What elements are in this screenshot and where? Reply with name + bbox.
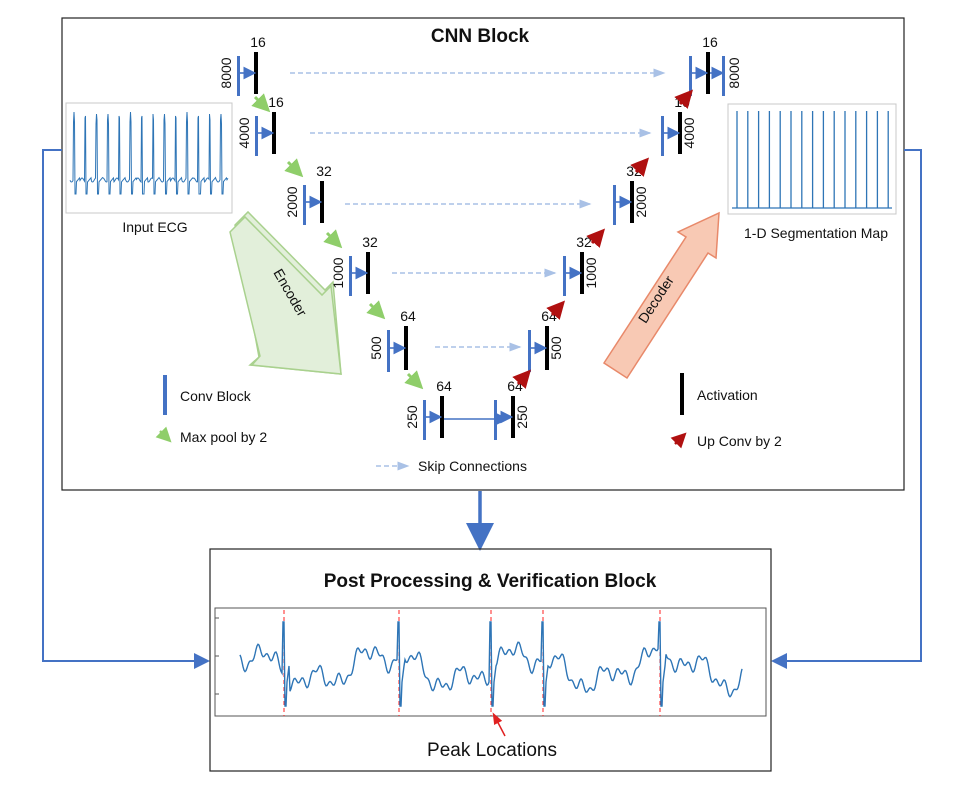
maxpool-arrow-3 (323, 229, 343, 249)
maxpool-arrow-2 (284, 158, 304, 178)
input-ecg-trace (69, 111, 229, 195)
encoder-activation-bar (366, 252, 370, 294)
decoder-layer-1: 16 8000 (689, 34, 742, 96)
encoder-arrow: Encoder (229, 210, 342, 375)
encoder-activation-bar (254, 52, 258, 94)
post-block-frame (209, 548, 772, 772)
decoder-length-label: 500 (548, 336, 564, 360)
encoder-layer-1: 16 8000 (218, 34, 266, 96)
cnn-block-frame (61, 17, 905, 491)
upconv-arrow-1 (512, 369, 532, 389)
encoder-conv-bar (387, 330, 390, 372)
legend: Conv Block Max pool by 2 Activation Up C… (155, 373, 782, 474)
encoder-length-label: 1000 (330, 257, 346, 288)
encoder-conv-bar (237, 56, 240, 96)
encoder-channels-label: 16 (268, 94, 284, 110)
encoder-conv-bar (255, 116, 258, 156)
decoder-layer-4: 32 1000 (563, 234, 599, 296)
upconv-arrow-4 (630, 157, 650, 177)
decoder-conv-bar (528, 330, 531, 372)
segmentation-spikes (732, 111, 892, 209)
decoder-activation-bar (706, 52, 710, 94)
input-to-post-arrow (42, 149, 210, 669)
upconv-arrow-5 (674, 89, 694, 109)
decoder-length-label: 8000 (726, 57, 742, 88)
decoder-channels-label: 16 (702, 34, 718, 50)
encoder-activation-bar (440, 396, 444, 438)
segmentation-map-label: 1-D Segmentation Map (744, 225, 888, 241)
encoder-layer-3: 32 2000 (284, 163, 332, 225)
encoder-conv-bar (349, 256, 352, 296)
legend-skip-label: Skip Connections (418, 458, 527, 474)
encoder-layer-2: 16 4000 (236, 94, 284, 156)
decoder-length-label: 2000 (633, 186, 649, 217)
encoder-activation-bar (404, 326, 408, 370)
input-ecg-label: Input ECG (122, 219, 187, 235)
encoder-channels-label: 32 (316, 163, 332, 179)
legend-upconv-icon (670, 432, 687, 449)
decoder-arrow: Decoder (602, 211, 720, 380)
decoder-length-label: 1000 (583, 257, 599, 288)
decoder-length-label: 250 (514, 405, 530, 429)
maxpool-arrow-5 (404, 370, 424, 390)
maxpool-arrow-1 (251, 93, 271, 113)
encoder-channels-label: 64 (400, 308, 416, 324)
decoder-conv-bar (613, 185, 616, 225)
encoder-length-label: 250 (404, 405, 420, 429)
connector-lines (42, 149, 922, 669)
encoder-activation-bar (272, 112, 276, 154)
legend-activation-swatch (680, 373, 684, 415)
decoder-output-conv-bar (722, 56, 725, 96)
segmap-to-post-arrow (771, 149, 922, 669)
upconv-arrow-3 (586, 228, 606, 248)
legend-conv-label: Conv Block (180, 388, 252, 404)
decoder-conv-bar (689, 56, 692, 96)
encoder-channels-label: 16 (250, 34, 266, 50)
peak-locations-label: Peak Locations (427, 740, 557, 761)
legend-maxpool-icon (155, 426, 172, 443)
legend-conv-swatch (163, 375, 167, 415)
decoder-conv-bar (563, 256, 566, 296)
decoder-conv-bar (494, 400, 497, 440)
legend-upconv-label: Up Conv by 2 (697, 433, 782, 449)
input-ecg-thumbnail (65, 102, 233, 214)
encoder-length-label: 4000 (236, 117, 252, 148)
encoder-length-label: 2000 (284, 186, 300, 217)
cnn-block-title: CNN Block (431, 26, 530, 47)
encoder-layer-4: 32 1000 (330, 234, 378, 296)
decoder-channels-label: 32 (576, 234, 592, 250)
decoder-layer-3: 32 2000 (613, 163, 649, 225)
segmentation-map-thumbnail (727, 103, 897, 215)
legend-maxpool-label: Max pool by 2 (180, 429, 267, 445)
encoder-length-label: 8000 (218, 57, 234, 88)
encoder-conv-bar (423, 400, 426, 440)
encoder-channels-label: 64 (436, 378, 452, 394)
unet-layers: 1680001640003220003210006450064250642506… (218, 34, 742, 440)
post-block-title: Post Processing & Verification Block (324, 571, 657, 592)
encoder-conv-bar (303, 185, 306, 225)
decoder-length-label: 4000 (681, 117, 697, 148)
encoder-channels-label: 32 (362, 234, 378, 250)
encoder-layer-6: 64 250 (404, 378, 452, 440)
encoder-layer-5: 64 500 (368, 308, 416, 372)
maxpool-arrow-4 (366, 300, 386, 320)
decoder-channels-label: 32 (626, 163, 642, 179)
decoder-conv-bar (661, 116, 664, 156)
post-ecg-plot (214, 607, 767, 717)
encoder-activation-bar (320, 181, 324, 223)
legend-activation-label: Activation (697, 387, 758, 403)
upconv-arrow-2 (546, 300, 566, 320)
peak-pointer-arrow (492, 712, 506, 737)
encoder-length-label: 500 (368, 336, 384, 360)
post-ecg-trace (239, 621, 743, 707)
